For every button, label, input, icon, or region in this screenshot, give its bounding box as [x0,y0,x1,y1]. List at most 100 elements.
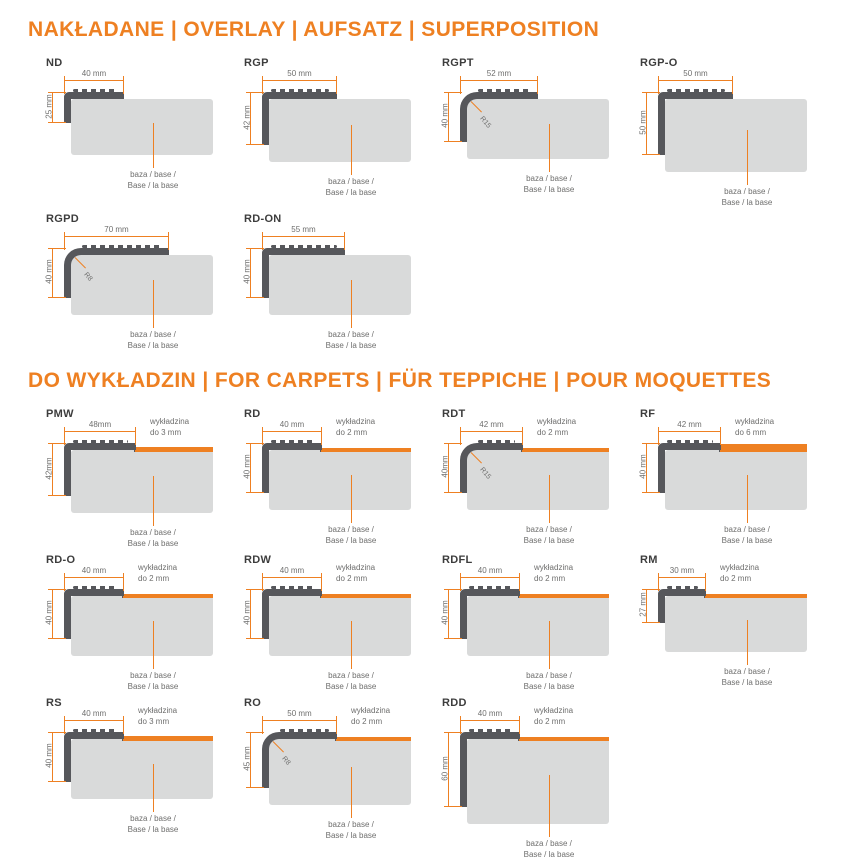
carpet-label: wykładzina do 2 mm [336,563,400,585]
profile-shape [658,92,733,155]
dimension-tick [444,732,462,733]
base-label: baza / base / Base / la base [105,170,201,192]
base-label: baza / base / Base / la base [699,187,795,209]
carpet-label-line1: wykładzina [351,706,391,715]
height-dimension: 42 mm [243,92,264,145]
width-dimension: 42 mm [460,420,523,445]
profile-ribs [469,729,512,732]
base-label: baza / base / Base / la base [501,839,597,861]
base-label-line1: baza / base / [526,839,572,848]
dimension-tick [519,716,520,734]
width-dimension-label: 48mm [88,420,112,429]
base-leader-line [153,476,154,526]
carpet-label: wykładzina do 2 mm [720,563,784,585]
dimension-tick [135,427,136,445]
base-label-line2: Base / la base [721,677,773,687]
base-block [467,450,609,510]
dimension-tick [720,427,721,445]
base-block [269,99,411,162]
dimension-tick [642,589,660,590]
width-dimension: 40 mm [262,566,322,591]
profile-drawing: wykładzina do 3 mm 40 mm 40 mm baza / base /… [45,706,244,837]
profile-ribs [478,89,530,92]
dimension-tick [642,92,660,93]
carpet-label-line1: wykładzina [150,417,190,426]
profile-shape [262,443,322,493]
dimension-tick [460,76,461,94]
dimension-tick [48,92,66,93]
height-dimension: 60 mm [441,732,462,807]
width-dimension-label: 40 mm [279,420,305,429]
profile-drawing: R8 70 mm 40 mm baza / base / Base / la base [44,225,244,353]
dimension-tick [460,573,461,591]
width-dimension: 50 mm [658,69,733,94]
profile-ribs [280,729,329,732]
profile-shape [262,732,337,788]
profile-cell: RD-ON 55 mm 40 mm baza / base / Base / la ba… [243,212,442,353]
profile-ribs [73,89,116,92]
dimension-tick [537,76,538,94]
profile-cell: RD-O wykładzina do 2 mm 40 mm 40 mm baza / ba… [45,553,244,694]
profile-name: RD-O [46,554,76,566]
profile-ribs [667,586,698,589]
profile-name: RM [640,554,658,566]
profile-shape [460,92,538,142]
dimension-tick [48,781,66,782]
dimension-tick [64,427,65,445]
dimension-tick [48,732,66,733]
width-dimension-label: 40 mm [81,566,107,575]
base-label-line1: baza / base / [526,525,572,534]
width-dimension: 50 mm [262,69,337,94]
base-label: baza / base / Base / la base [105,814,201,836]
profile-drawing: wykładzina do 2 mm R8 50 mm 45 mm baza / base… [243,706,442,843]
dimension-tick [48,248,66,249]
width-dimension-label: 40 mm [279,566,305,575]
dimension-tick [642,443,660,444]
dimension-tick [642,492,660,493]
dimension-tick [64,232,65,250]
base-label: baza / base / Base / la base [501,671,597,693]
profiles-grid: PMW wykładzina do 3 mm 48mm 42mm baza / base … [45,407,852,862]
dimension-tick [168,232,169,250]
profile-shape [658,443,721,493]
height-dimension: 40 mm [441,589,462,639]
profile-cell: PMW wykładzina do 3 mm 48mm 42mm baza / base … [45,407,244,551]
width-dimension-label: 40 mm [81,69,107,78]
width-dimension: 55 mm [262,225,345,250]
dimension-tick [246,589,264,590]
width-dimension-label: 55 mm [291,225,316,234]
carpet-label-line2: do 2 mm [534,573,566,583]
carpet-label-line2: do 2 mm [537,427,569,437]
base-label-line2: Base / la base [325,830,377,840]
dimension-tick [246,443,264,444]
width-dimension-label: 40 mm [477,709,503,718]
base-leader-line [153,280,154,328]
base-block [665,99,807,172]
base-leader-line [549,475,550,523]
profile-drawing: 40 mm 25 mm baza / base / Base / la base [45,69,244,193]
profile-cell: RGP-O 50 mm 50 mm baza / base / Base / la ba… [639,56,838,210]
dimension-tick [246,732,264,733]
profile-shape [64,248,169,298]
base-leader-line [153,123,154,168]
height-dimension-label: 40 mm [638,454,648,479]
dimension-tick [444,638,462,639]
base-leader-line [549,775,550,837]
carpet-label-line1: wykładzina [735,417,775,426]
dimension-tick [460,716,461,734]
width-dimension: 40 mm [64,566,124,591]
profile-ribs [271,440,314,443]
dimension-tick [344,232,345,250]
base-block [467,596,609,656]
base-leader-line [153,621,154,669]
base-label-line1: baza / base / [130,528,176,537]
height-dimension-label: 40 mm [44,259,54,284]
dimension-tick [246,638,264,639]
profile-shape [262,589,322,639]
width-dimension-label: 30 mm [669,566,695,575]
dimension-tick [522,427,523,445]
profile-drawing: wykładzina do 2 mm 40 mm 40 mm baza / base /… [45,563,244,694]
base-label-line1: baza / base / [130,330,176,339]
carpet-strip [321,448,411,452]
base-block [269,739,411,805]
